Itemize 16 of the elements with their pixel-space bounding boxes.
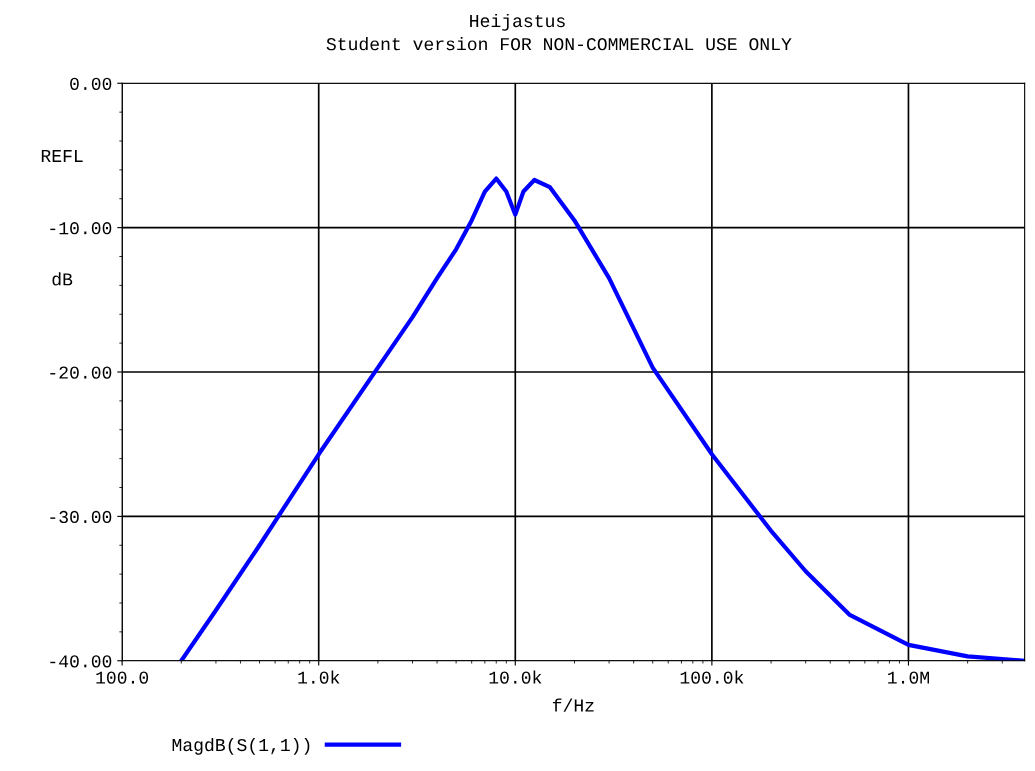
- y-tick-label: -20.00: [50, 366, 112, 379]
- y-axis-title: REFL: [41, 150, 83, 162]
- x-axis-title: f/Hz: [552, 698, 594, 712]
- legend-label: MagdB(S(1,1)): [172, 737, 310, 755]
- x-tick-label: 1.0k: [298, 670, 340, 684]
- x-tick-label: 10.0k: [489, 670, 542, 684]
- y-tick-label: -40.00: [50, 655, 112, 668]
- y-tick-label: 0.00: [70, 77, 112, 90]
- x-tick-label: 100.0: [96, 671, 149, 684]
- x-tick-label: 1.0M: [888, 671, 929, 684]
- chart-subtitle: Student version FOR NON-COMMERCIAL USE ONLY: [326, 37, 792, 51]
- y-tick-label: -10.00: [50, 222, 112, 235]
- chart-title: Heijastus: [470, 13, 565, 31]
- text: dB: [52, 272, 73, 286]
- x-tick-label: 100.0k: [680, 670, 744, 684]
- y-tick-label: -30.00: [50, 510, 112, 524]
